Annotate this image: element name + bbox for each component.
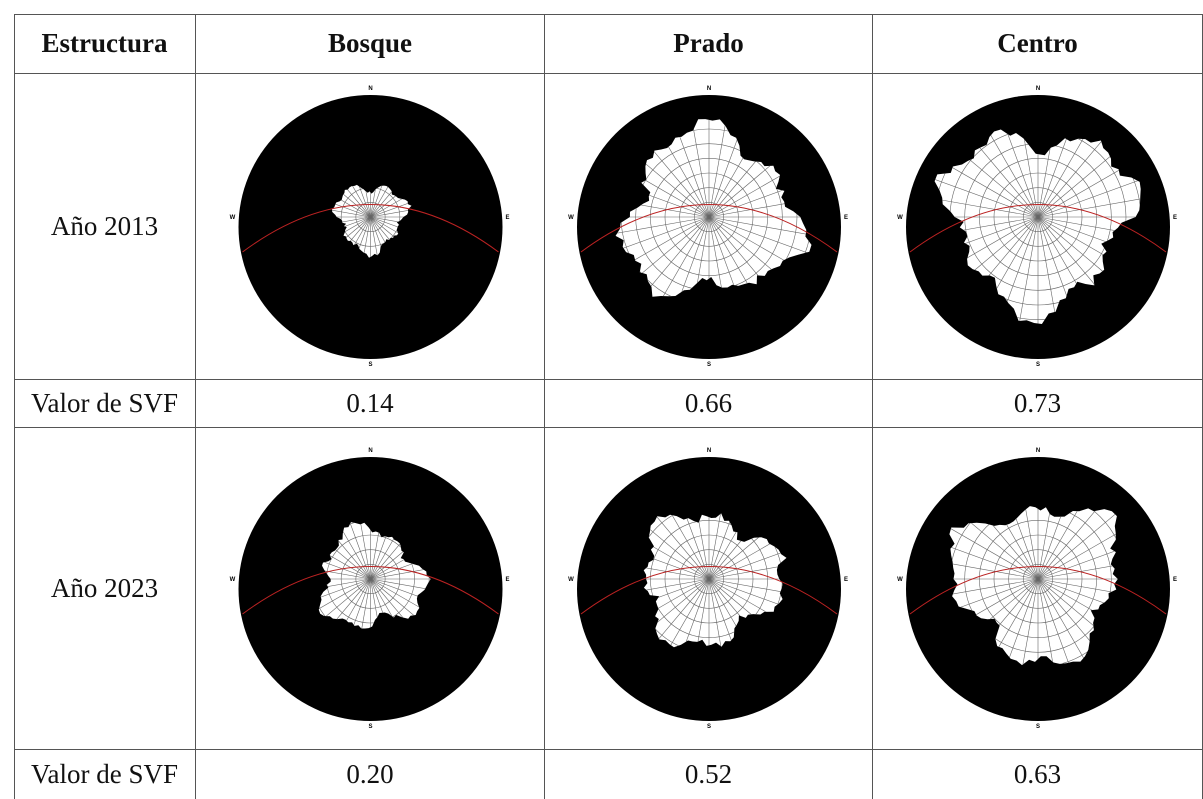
compass-label: S [1036,362,1040,368]
svf-value: 0.14 [196,380,545,428]
svf-value: 0.52 [545,750,873,799]
compass-label: W [568,215,574,221]
fisheye-image: N E S W [545,74,872,380]
compass-label: N [707,86,711,92]
compass-label: N [707,448,711,454]
compass-label: N [1036,448,1040,454]
compass-label: E [505,215,509,221]
svf-value: 0.66 [545,380,873,428]
header-cell: Centro [873,14,1203,74]
fisheye-image: N E S W [873,74,1202,380]
compass-label: E [1173,215,1177,221]
header-cell: Bosque [196,14,545,74]
image-cell: N E S W [196,428,545,750]
compass-label: W [230,215,236,221]
compass-label: E [844,577,848,583]
compass-label: W [897,577,903,583]
image-cell: N E S W [545,74,873,380]
image-cell: N E S W [196,74,545,380]
compass-label: N [368,86,372,92]
svf-value: 0.63 [873,750,1203,799]
svf-value: 0.20 [196,750,545,799]
fisheye-image: N E S W [196,428,544,750]
compass-label: W [230,577,236,583]
row-label: Año 2013 [14,74,196,380]
fisheye-image: N E S W [196,74,544,380]
row-label: Valor de SVF [14,380,196,428]
compass-label: W [568,577,574,583]
row-label: Año 2023 [14,428,196,750]
compass-label: S [368,724,372,730]
compass-label: S [1036,724,1040,730]
fisheye-image: N E S W [545,428,872,750]
compass-label: E [505,577,509,583]
image-cell: N E S W [545,428,873,750]
compass-label: S [707,724,711,730]
compass-label: W [897,215,903,221]
compass-label: N [368,448,372,454]
compass-label: N [1036,86,1040,92]
compass-label: S [368,362,372,368]
compass-label: S [707,362,711,368]
row-label: Valor de SVF [14,750,196,799]
compass-label: E [1173,577,1177,583]
header-cell: Estructura [14,14,196,74]
header-cell: Prado [545,14,873,74]
image-cell: N E S W [873,74,1203,380]
svf-value: 0.73 [873,380,1203,428]
fisheye-image: N E S W [873,428,1202,750]
image-cell: N E S W [873,428,1203,750]
page: EstructuraBosquePradoCentroAño 2013NESWN… [0,0,1203,799]
compass-label: E [844,215,848,221]
